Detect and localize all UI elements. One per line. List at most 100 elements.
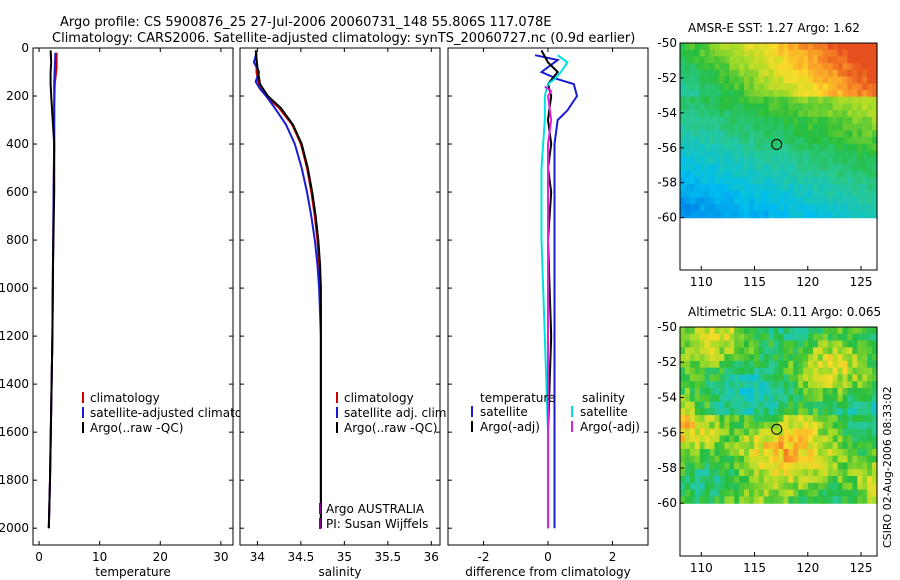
sla_map-cell bbox=[793, 327, 799, 335]
sst_map-cell bbox=[817, 43, 824, 51]
sst_map-cell bbox=[719, 170, 725, 178]
sla_map-cell bbox=[872, 448, 878, 457]
sla_map-cell bbox=[699, 347, 706, 355]
sla_map-cell bbox=[798, 327, 804, 335]
sst_map-cell bbox=[798, 150, 804, 158]
sst_map-cell bbox=[768, 63, 775, 71]
sla_map-cell bbox=[744, 415, 750, 423]
sst_map-cell bbox=[867, 170, 873, 178]
sla_map-cell bbox=[694, 401, 701, 409]
difference-legend-item: Argo(-adj) bbox=[580, 420, 640, 434]
sla_map-cell bbox=[734, 489, 740, 497]
sla_map-cell bbox=[709, 360, 716, 369]
sla_map-cell bbox=[842, 482, 849, 491]
sla_map-cell bbox=[852, 428, 858, 437]
sst_map-cell bbox=[724, 170, 730, 178]
sla_map-cell bbox=[758, 360, 765, 369]
sla_map-cell bbox=[748, 401, 755, 409]
sla_map-cell bbox=[684, 482, 691, 491]
sla_map-cell bbox=[729, 442, 735, 450]
sst_map-cell bbox=[763, 96, 770, 105]
sst_map-cell bbox=[822, 184, 829, 192]
sst_map-cell bbox=[724, 163, 730, 172]
sla_map-cell bbox=[832, 333, 839, 342]
sst_map-cell bbox=[822, 170, 829, 178]
sla_map-cell bbox=[773, 381, 780, 389]
sla_map-cell bbox=[857, 340, 863, 348]
sla_map-cell bbox=[837, 428, 844, 437]
sst_map-cell bbox=[744, 76, 750, 84]
sst_map-cell bbox=[852, 157, 858, 165]
sst_map-cell bbox=[793, 170, 799, 178]
sla_map-ytick-label: -58 bbox=[657, 461, 677, 475]
difference-series-salinity-satellite bbox=[540, 54, 569, 529]
sla_map-cell bbox=[778, 421, 785, 430]
sst_map-cell bbox=[837, 116, 844, 125]
sst_map-cell bbox=[753, 143, 760, 152]
sla_map-cell bbox=[768, 387, 775, 396]
sst_map-cell bbox=[852, 123, 858, 131]
sst_map-cell bbox=[827, 123, 834, 131]
sst_map-cell bbox=[719, 130, 725, 138]
sst_map-cell bbox=[680, 190, 686, 199]
sst_map-cell bbox=[699, 190, 706, 199]
sla_map-cell bbox=[719, 340, 725, 348]
sst_map-cell bbox=[709, 103, 716, 111]
sla_map-cell bbox=[808, 442, 814, 450]
sst_map-cell bbox=[753, 96, 760, 105]
sst_map-cell bbox=[837, 137, 844, 145]
sst_map-cell bbox=[744, 137, 750, 145]
temperature-ytick-label: 200 bbox=[6, 89, 29, 103]
sst_map-cell bbox=[709, 110, 716, 118]
sla_map-cell bbox=[812, 476, 819, 484]
sla_map-cell bbox=[817, 367, 824, 376]
sla_map-cell bbox=[862, 442, 868, 450]
sst_map-cell bbox=[862, 170, 868, 178]
sst_map-cell bbox=[778, 76, 785, 84]
sla_map-cell bbox=[847, 340, 853, 348]
sst_map-cell bbox=[704, 116, 711, 125]
sla_map-cell bbox=[837, 469, 844, 477]
sst_map-cell bbox=[689, 157, 696, 165]
sst_map-cell bbox=[808, 56, 814, 64]
sla_map-cell bbox=[778, 435, 785, 443]
sst_map-cell bbox=[812, 69, 819, 78]
sla_map-cell bbox=[729, 476, 735, 484]
sst_map-cell bbox=[808, 157, 814, 165]
sst_map-cell bbox=[793, 76, 799, 84]
sst_map-cell bbox=[753, 163, 760, 172]
sst_map-cell bbox=[694, 190, 701, 199]
sst_map-cell bbox=[739, 63, 745, 71]
sst_map-cell bbox=[724, 90, 730, 98]
sst_map-cell bbox=[783, 130, 789, 138]
sst_map-cell bbox=[803, 110, 809, 118]
sla_map-cell bbox=[788, 469, 794, 477]
sla_map-cell bbox=[744, 360, 750, 369]
sst_map-cell bbox=[827, 130, 834, 138]
sla_map-cell bbox=[694, 476, 701, 484]
sst_map-cell bbox=[847, 150, 853, 158]
difference-xlabel: difference from climatology bbox=[465, 565, 631, 579]
sla_map-cell bbox=[832, 374, 839, 382]
sla_map-cell bbox=[734, 442, 740, 450]
sla_map-cell bbox=[739, 435, 745, 443]
sla_map-cell bbox=[680, 469, 686, 477]
sla_map-cell bbox=[684, 469, 691, 477]
sla_map-cell bbox=[867, 408, 873, 416]
sst_map-cell bbox=[827, 69, 834, 78]
sst_map-cell bbox=[763, 49, 770, 58]
sst_map-cell bbox=[719, 204, 725, 212]
sla_map-cell bbox=[768, 394, 775, 403]
sst_map-cell bbox=[847, 163, 853, 172]
sst_map-cell bbox=[808, 130, 814, 138]
sst_map-cell bbox=[714, 210, 720, 219]
salinity-legend-item: satellite adj. clim. bbox=[344, 406, 450, 420]
sla_map-cell bbox=[783, 387, 789, 396]
sst_map-cell bbox=[724, 116, 730, 125]
sst_map-cell bbox=[704, 197, 711, 205]
sla_map-cell bbox=[753, 496, 760, 504]
sla_map-cell bbox=[872, 415, 878, 423]
sla_map-cell bbox=[724, 327, 730, 335]
sst_map-cell bbox=[689, 130, 696, 138]
sst_map-cell bbox=[778, 49, 785, 58]
